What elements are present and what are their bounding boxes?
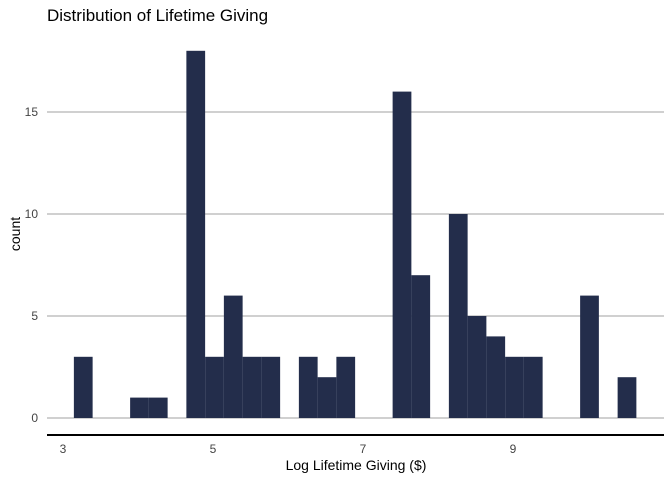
histogram-bar [523, 356, 543, 418]
y-axis-ticks: 0 5 10 15 [25, 105, 39, 425]
chart-title: Distribution of Lifetime Giving [47, 6, 269, 25]
histogram-bar [448, 214, 468, 418]
histogram-bar [205, 356, 224, 418]
histogram-bar [580, 295, 599, 418]
y-tick-label: 5 [31, 309, 38, 323]
histogram-bar [148, 397, 168, 418]
histogram-bar [467, 316, 487, 418]
x-tick-label: 3 [60, 442, 67, 456]
gridlines [47, 111, 664, 419]
x-tick-label: 5 [210, 442, 217, 456]
histogram-bar [261, 356, 281, 418]
x-tick-label: 7 [360, 442, 367, 456]
histogram-bar [617, 377, 637, 418]
histogram-bar [298, 356, 318, 418]
x-axis-ticks: 3 5 7 9 [60, 442, 517, 456]
histogram-bar [317, 377, 337, 418]
histogram-bar [73, 356, 93, 418]
bars [73, 50, 637, 419]
histogram-bar [505, 356, 524, 418]
y-tick-label: 0 [31, 411, 38, 425]
histogram-bar [486, 336, 506, 418]
y-axis-title: count [7, 217, 23, 251]
x-axis-title: Log Lifetime Giving ($) [286, 457, 427, 473]
histogram-bar [336, 356, 356, 418]
histogram-bar [130, 397, 149, 418]
y-tick-label: 10 [25, 207, 39, 221]
histogram-bar [242, 356, 262, 418]
x-tick-label: 9 [510, 442, 517, 456]
histogram-bar [186, 50, 206, 419]
histogram-bar [411, 275, 431, 418]
histogram-bar [392, 91, 412, 418]
y-tick-label: 15 [25, 105, 39, 119]
histogram-bar [223, 295, 243, 418]
